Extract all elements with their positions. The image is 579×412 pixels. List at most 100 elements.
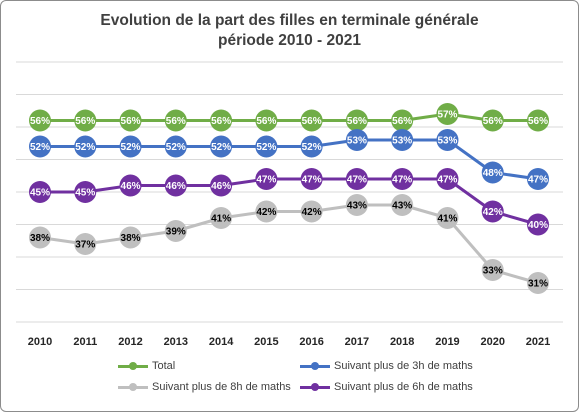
data-label: 31% [528, 279, 548, 290]
x-tick-label: 2016 [299, 336, 323, 348]
data-point [74, 135, 97, 158]
data-point [300, 200, 323, 223]
legend-swatch-8h [118, 382, 148, 392]
x-tick-label: 2012 [118, 336, 142, 348]
x-tick-label: 2021 [526, 336, 550, 348]
data-point [255, 109, 278, 132]
data-point [436, 103, 459, 125]
data-label: 47% [528, 175, 548, 186]
data-point [164, 220, 187, 242]
data-point [300, 135, 323, 158]
chart-title: Evolution de la part des filles en termi… [100, 12, 479, 29]
data-point [391, 168, 414, 190]
x-tick-label: 2013 [164, 336, 188, 348]
data-point [527, 213, 549, 236]
data-label: 42% [302, 207, 322, 218]
data-point [255, 168, 278, 190]
data-point [481, 161, 504, 184]
legend-item-3h[interactable]: Suivant plus de 3h de maths [300, 360, 473, 372]
data-point [436, 168, 459, 190]
data-label: 53% [437, 136, 457, 147]
x-tick-label: 2018 [390, 336, 414, 348]
series-line-0 [38, 112, 540, 122]
data-label: 53% [347, 136, 367, 147]
data-point [119, 135, 142, 158]
data-label: 41% [211, 214, 231, 225]
data-point [119, 109, 142, 132]
data-point [300, 109, 323, 132]
legend-swatch-3h [300, 361, 330, 371]
data-point [74, 181, 97, 203]
series-line-2 [38, 203, 540, 285]
data-label: 56% [347, 116, 367, 127]
data-label: 47% [256, 175, 276, 186]
data-point [210, 135, 233, 158]
data-label: 52% [166, 142, 186, 153]
data-point [164, 135, 187, 158]
x-tick-label: 2020 [480, 336, 504, 348]
data-label: 45% [75, 188, 95, 199]
x-tick-label: 2010 [28, 336, 52, 348]
data-label: 56% [121, 116, 141, 127]
data-label: 52% [256, 142, 276, 153]
data-label: 56% [256, 116, 276, 127]
data-label: 47% [347, 175, 367, 186]
data-label: 45% [30, 188, 50, 199]
data-label: 38% [121, 233, 141, 244]
data-point [481, 200, 504, 223]
legend-label-total: Total [152, 360, 176, 372]
x-tick-label: 2019 [435, 336, 459, 348]
legend-item-total[interactable]: Total [118, 360, 175, 372]
data-label: 42% [483, 207, 503, 218]
data-label: 56% [211, 116, 231, 127]
legend-item-8h[interactable]: Suivant plus de 8h de maths [118, 381, 291, 393]
data-point [29, 226, 51, 249]
data-point [74, 109, 97, 132]
data-label: 56% [528, 116, 548, 127]
data-point [164, 174, 187, 197]
data-point [29, 181, 51, 203]
legend-item-6h[interactable]: Suivant plus de 6h de maths [300, 381, 473, 393]
legend-swatch-total [118, 361, 148, 371]
data-label: 46% [121, 181, 141, 192]
data-label: 47% [437, 175, 457, 186]
x-tick-label: 2015 [254, 336, 278, 348]
legend-label-6h: Suivant plus de 6h de maths [334, 381, 473, 393]
data-label: 52% [75, 142, 95, 153]
x-tick-label: 2014 [209, 336, 234, 348]
data-point [391, 109, 414, 132]
data-point [527, 109, 549, 132]
data-label: 37% [75, 240, 95, 251]
data-label: 57% [437, 110, 457, 121]
data-label: 41% [437, 214, 457, 225]
data-label: 42% [256, 207, 276, 218]
data-label: 52% [302, 142, 322, 153]
data-point [29, 135, 51, 158]
data-point [300, 168, 323, 190]
data-label: 52% [30, 142, 50, 153]
data-label: 53% [392, 136, 412, 147]
data-label: 56% [75, 116, 95, 127]
data-label: 56% [166, 116, 186, 127]
data-point [255, 200, 278, 223]
data-label: 33% [483, 266, 503, 277]
series-line-3 [38, 177, 540, 226]
legend-label-8h: Suivant plus de 8h de maths [152, 381, 291, 393]
data-point [119, 174, 142, 197]
data-label: 40% [528, 220, 548, 231]
data-point [119, 226, 142, 249]
data-label: 43% [392, 201, 412, 212]
data-label: 47% [392, 175, 412, 186]
chart-subtitle: période 2010 - 2021 [217, 32, 362, 49]
data-point [481, 109, 504, 132]
data-label: 56% [392, 116, 412, 127]
data-point [436, 207, 459, 229]
legend-swatch-6h [300, 382, 330, 392]
data-point [481, 259, 504, 281]
data-point [436, 129, 459, 151]
data-point [345, 109, 368, 132]
data-point [29, 109, 51, 132]
data-label: 47% [302, 175, 322, 186]
data-label: 46% [211, 181, 231, 192]
